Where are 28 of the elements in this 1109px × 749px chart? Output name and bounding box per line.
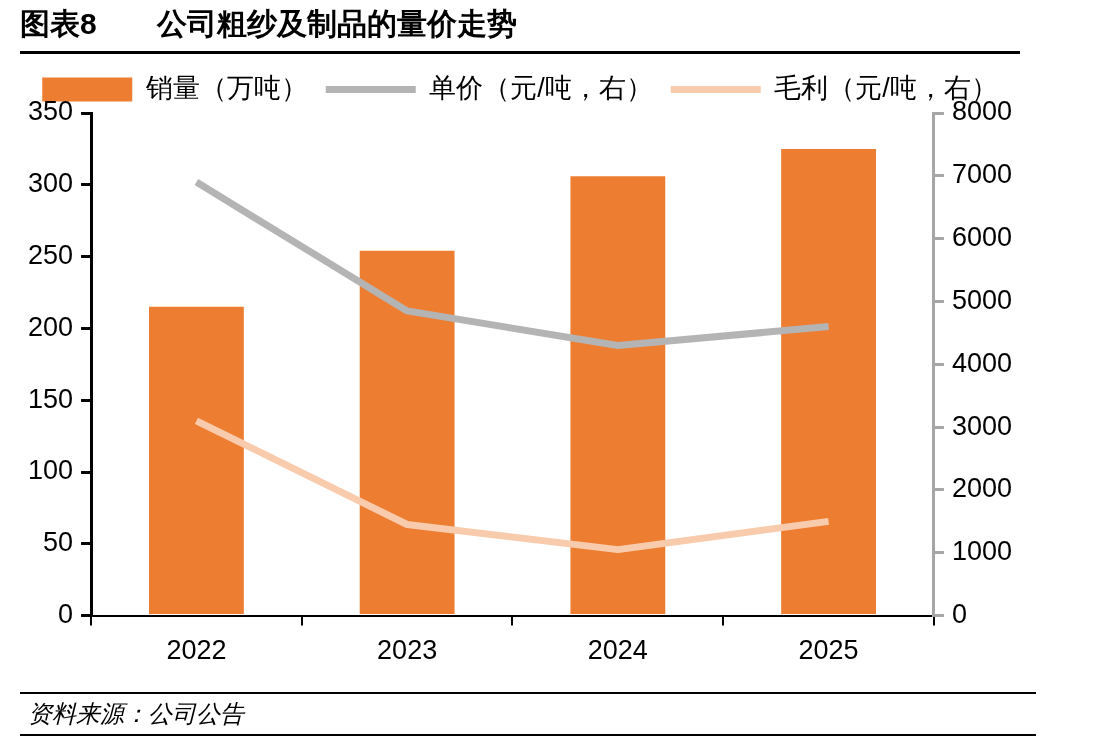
y-tick-label: 0 (58, 599, 74, 630)
bar (781, 148, 876, 615)
text: 资料来源：公司公告 (20, 692, 1036, 736)
y-tick-label: 250 (27, 240, 74, 271)
y2-tick-label: 2000 (951, 473, 1013, 504)
y2-tick-label: 0 (951, 599, 967, 630)
y-tick-label: 350 (27, 96, 74, 127)
y-tick-label: 300 (27, 168, 74, 199)
x-tick-label: 2022 (166, 635, 227, 666)
y2-tick-label: 7000 (951, 159, 1013, 190)
y-tick-label: 200 (27, 311, 74, 342)
x-tick-label: 2023 (377, 635, 438, 666)
bar (359, 250, 455, 615)
y2-tick-label: 4000 (951, 347, 1013, 378)
legend-label: 单价（元/吨，右） (429, 72, 653, 103)
legend-label: 销量（万吨） (144, 72, 308, 103)
y-tick-label: 100 (27, 455, 74, 486)
chart-title: 图表8 公司粗纱及制品的量价走势 (20, 4, 1020, 54)
y2-tick-label: 1000 (951, 536, 1013, 567)
bar (570, 176, 666, 615)
y2-tick-label: 6000 (951, 222, 1013, 253)
y-tick-label: 150 (27, 383, 74, 414)
y2-tick-label: 5000 (951, 284, 1013, 315)
x-tick-label: 2025 (798, 635, 859, 666)
bar (149, 306, 244, 615)
y2-tick-label: 3000 (951, 410, 1013, 441)
x-tick-label: 2024 (587, 635, 648, 666)
y-tick-label: 50 (43, 527, 74, 558)
